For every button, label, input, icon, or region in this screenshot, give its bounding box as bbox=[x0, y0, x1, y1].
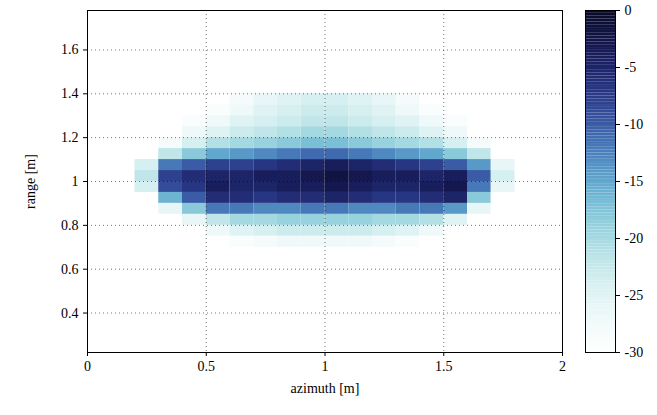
svg-text:-30: -30 bbox=[625, 345, 644, 360]
svg-text:1.4: 1.4 bbox=[61, 86, 79, 101]
svg-text:0.6: 0.6 bbox=[61, 262, 79, 277]
svg-text:-20: -20 bbox=[625, 231, 644, 246]
svg-text:0.4: 0.4 bbox=[61, 306, 79, 321]
svg-text:azimuth [m]: azimuth [m] bbox=[291, 381, 360, 396]
svg-text:-10: -10 bbox=[625, 117, 644, 132]
svg-text:2: 2 bbox=[559, 359, 566, 374]
svg-text:0: 0 bbox=[625, 3, 632, 18]
svg-text:-15: -15 bbox=[625, 174, 644, 189]
svg-text:1.5: 1.5 bbox=[435, 359, 453, 374]
svg-text:-5: -5 bbox=[625, 60, 637, 75]
svg-text:1.2: 1.2 bbox=[61, 130, 79, 145]
svg-text:0: 0 bbox=[84, 359, 91, 374]
svg-text:0.5: 0.5 bbox=[198, 359, 216, 374]
svg-text:1: 1 bbox=[322, 359, 329, 374]
svg-text:1: 1 bbox=[72, 174, 79, 189]
svg-text:0.8: 0.8 bbox=[61, 218, 79, 233]
svg-text:-25: -25 bbox=[625, 288, 644, 303]
svg-text:1.6: 1.6 bbox=[61, 42, 79, 57]
svg-text:range [m]: range [m] bbox=[23, 154, 38, 209]
